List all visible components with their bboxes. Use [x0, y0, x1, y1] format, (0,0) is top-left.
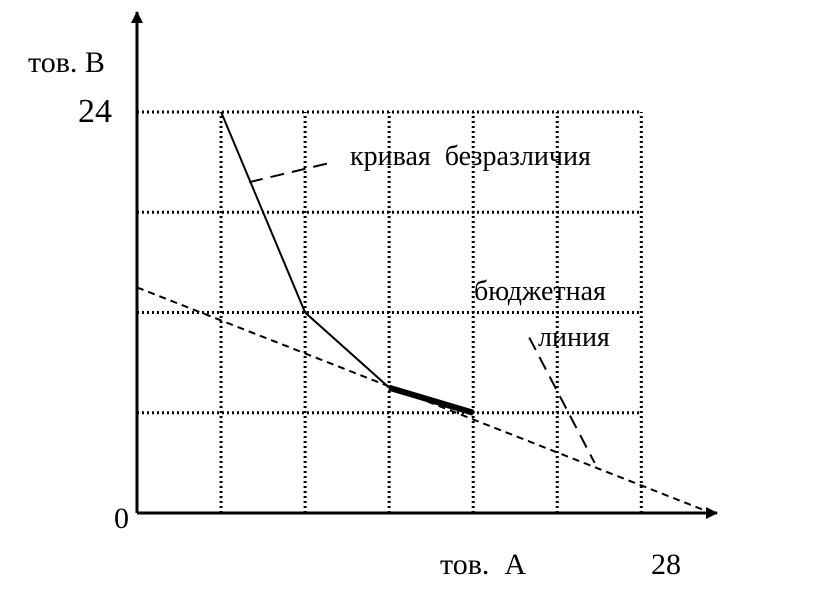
x-axis-max-label: 28 [651, 548, 681, 581]
y-axis-max-label: 24 [78, 93, 112, 130]
budget-line-pointer [528, 337, 596, 464]
series [136, 111, 712, 514]
origin-label: 0 [114, 502, 129, 535]
indifference-curve [220, 111, 390, 389]
annotations [248, 161, 596, 464]
budget-line [136, 286, 712, 514]
indifference-curve-label: кривая безразличия [350, 141, 591, 172]
indifference-curve-pointer [248, 161, 334, 184]
x-axis-label: тов. А [440, 548, 526, 581]
budget-line-label-line2: линия [538, 322, 610, 353]
y-axis-label: тов. В [28, 46, 105, 79]
tangent-segment [388, 384, 475, 416]
grid [137, 110, 643, 513]
budget-line-label-line1: бюджетная [474, 276, 606, 307]
axes [131, 11, 718, 519]
